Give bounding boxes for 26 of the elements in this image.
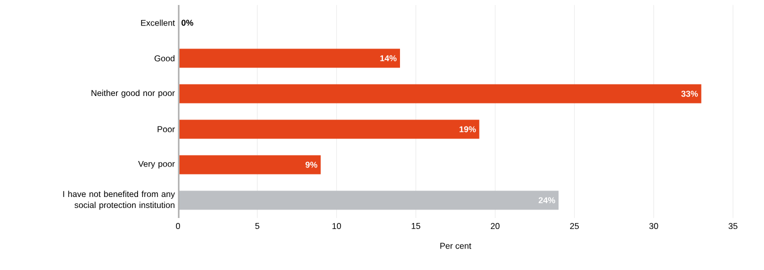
x-tick-label: 20	[490, 223, 500, 230]
bar	[178, 190, 559, 210]
y-tick-label: Good	[154, 55, 174, 62]
x-tick-label: 30	[649, 223, 658, 230]
data-label: 33%	[681, 90, 698, 97]
x-axis-title: Per cent	[440, 242, 472, 249]
y-tick-label: Neither good nor poor	[92, 90, 175, 98]
y-tick-label: Very poor	[138, 160, 175, 169]
data-label: 24%	[538, 197, 556, 204]
bar	[178, 84, 702, 104]
x-tick-label: 10	[332, 223, 341, 230]
x-tick-label: 25	[570, 223, 579, 230]
x-tick-label: 5	[255, 223, 260, 229]
y-tick-label: Poor	[158, 126, 175, 132]
y-tick-label: Excellent	[141, 20, 175, 26]
bar	[178, 48, 400, 68]
data-label: 0%	[182, 20, 194, 26]
x-tick-label: 0	[176, 223, 180, 230]
x-tick-label: 15	[412, 223, 420, 229]
data-label: 19%	[460, 126, 476, 132]
y-tick-label: I have not benefited from any social protection institution	[63, 190, 175, 210]
x-tick-label: 35	[728, 223, 738, 230]
data-label: 9%	[306, 162, 318, 168]
data-label: 14%	[380, 55, 397, 62]
bar	[178, 155, 321, 174]
bar	[178, 120, 480, 139]
